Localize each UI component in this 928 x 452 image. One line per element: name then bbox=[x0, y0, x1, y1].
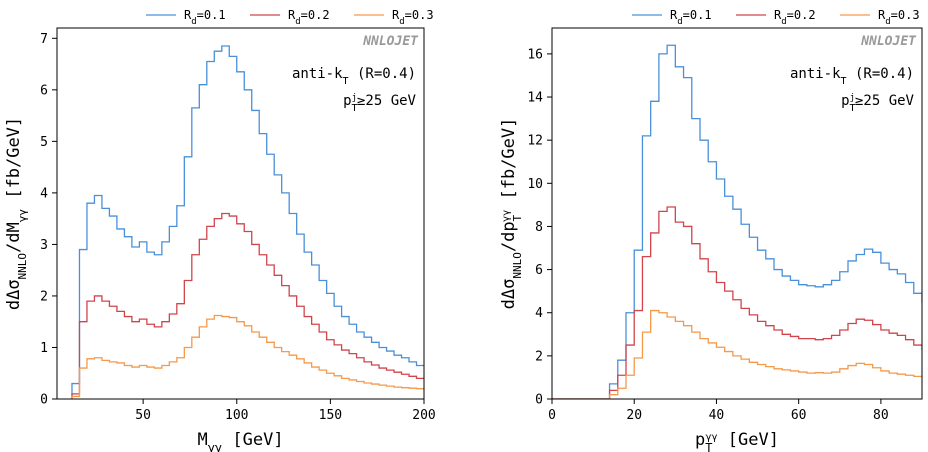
y-axis-label: dΔσNNLO/dMγγ [fb/GeV] bbox=[4, 117, 29, 310]
y-tick-label: 6 bbox=[40, 83, 48, 98]
brand-label: NNLOJET bbox=[860, 34, 917, 49]
x-tick-label: 40 bbox=[709, 408, 725, 423]
legend-label-rd01: Rd=0.1 bbox=[670, 8, 712, 27]
x-and-y-ticks: 50 100 150 200 0 1 2 3 4 5 6 7 bbox=[40, 32, 436, 423]
legend-right: Rd=0.1 Rd=0.2 Rd=0.3 bbox=[632, 8, 920, 27]
x-tick-label: 60 bbox=[791, 408, 807, 423]
brand-label: NNLOJET bbox=[362, 34, 419, 49]
y-tick-label: 4 bbox=[40, 186, 48, 201]
panel-transverse-momentum: 0 20 40 60 80 0 2 4 6 8 10 12 14 16 NNLOJET anti-kT (… bbox=[499, 27, 923, 452]
plot-frame bbox=[551, 27, 923, 400]
x-tick-label: 20 bbox=[626, 408, 642, 423]
annotation-jet-cut: pTj≥25 GeV bbox=[841, 93, 914, 114]
x-axis-label: pTγγ [GeV] bbox=[695, 430, 779, 452]
x-tick-label: 200 bbox=[412, 408, 435, 423]
legend-label-rd02: Rd=0.2 bbox=[774, 8, 816, 27]
series-group bbox=[552, 44, 922, 399]
y-tick-label: 8 bbox=[535, 220, 543, 235]
y-tick-label: 3 bbox=[40, 238, 48, 253]
series-group bbox=[71, 45, 424, 399]
x-and-y-ticks: 0 20 40 60 80 0 2 4 6 8 10 12 14 16 bbox=[527, 47, 888, 423]
y-tick-label: 10 bbox=[527, 177, 543, 192]
series-line-rd02 bbox=[552, 206, 922, 399]
y-tick-label: 1 bbox=[40, 341, 48, 356]
legend-label-rd03: Rd=0.3 bbox=[878, 8, 920, 27]
y-tick-label: 4 bbox=[535, 306, 543, 321]
y-tick-label: 12 bbox=[527, 134, 543, 149]
plot-frame bbox=[56, 27, 425, 400]
series-line-rd03 bbox=[552, 309, 922, 399]
x-tick-label: 80 bbox=[873, 408, 889, 423]
y-tick-label: 0 bbox=[40, 393, 48, 408]
annotation-algorithm: anti-kT (R=0.4) bbox=[292, 66, 416, 87]
x-tick-label: 150 bbox=[319, 408, 342, 423]
y-tick-label: 0 bbox=[535, 393, 543, 408]
y-tick-label: 16 bbox=[527, 47, 543, 62]
y-tick-label: 5 bbox=[40, 135, 48, 150]
legend-label-rd02: Rd=0.2 bbox=[288, 8, 330, 27]
series-line-rd01 bbox=[552, 44, 922, 399]
y-tick-label: 14 bbox=[527, 91, 543, 106]
y-axis-label: dΔσNNLO/dpTγγ [fb/GeV] bbox=[499, 118, 524, 310]
y-tick-label: 2 bbox=[40, 289, 48, 304]
x-axis-label: Mγγ [GeV] bbox=[197, 430, 283, 452]
x-tick-label: 100 bbox=[225, 408, 248, 423]
legend-label-rd01: Rd=0.1 bbox=[184, 8, 226, 27]
x-tick-label: 0 bbox=[548, 408, 556, 423]
legend-label-rd03: Rd=0.3 bbox=[392, 8, 434, 27]
y-tick-label: 6 bbox=[535, 263, 543, 278]
panel-invariant-mass: 50 100 150 200 0 1 2 3 4 5 6 7 NNLOJET anti-kT (R=0… bbox=[4, 27, 436, 452]
series-line-rd03 bbox=[71, 314, 424, 399]
annotation-algorithm: anti-kT (R=0.4) bbox=[790, 66, 914, 87]
y-tick-label: 2 bbox=[535, 349, 543, 364]
series-line-rd02 bbox=[71, 212, 424, 399]
y-tick-label: 7 bbox=[40, 32, 48, 47]
annotation-jet-cut: pTj≥25 GeV bbox=[343, 93, 416, 114]
series-line-rd01 bbox=[71, 45, 424, 399]
x-tick-label: 50 bbox=[135, 408, 151, 423]
legend-left: Rd=0.1 Rd=0.2 Rd=0.3 bbox=[146, 8, 434, 27]
